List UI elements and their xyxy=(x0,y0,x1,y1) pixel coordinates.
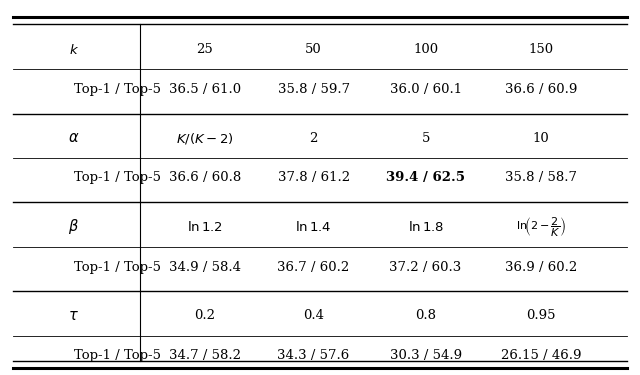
Text: 36.6 / 60.9: 36.6 / 60.9 xyxy=(504,83,577,96)
Text: 35.8 / 58.7: 35.8 / 58.7 xyxy=(505,171,577,184)
Text: 36.6 / 60.8: 36.6 / 60.8 xyxy=(169,171,241,184)
Text: 34.3 / 57.6: 34.3 / 57.6 xyxy=(278,349,349,362)
Text: 100: 100 xyxy=(413,43,438,56)
Text: $K/(K-2)$: $K/(K-2)$ xyxy=(176,130,234,146)
Text: 0.4: 0.4 xyxy=(303,309,324,322)
Text: 0.95: 0.95 xyxy=(526,309,556,322)
Text: 34.7 / 58.2: 34.7 / 58.2 xyxy=(169,349,241,362)
Text: 37.8 / 61.2: 37.8 / 61.2 xyxy=(278,171,349,184)
Text: $\mathrm{ln\,}1.8$: $\mathrm{ln\,}1.8$ xyxy=(408,220,444,234)
Text: 39.4 / 62.5: 39.4 / 62.5 xyxy=(386,171,465,184)
Text: Top-1 / Top-5: Top-1 / Top-5 xyxy=(74,349,161,362)
Text: 150: 150 xyxy=(528,43,554,56)
Text: 2: 2 xyxy=(309,132,318,144)
Text: 10: 10 xyxy=(532,132,549,144)
Text: 5: 5 xyxy=(421,132,430,144)
Text: 37.2 / 60.3: 37.2 / 60.3 xyxy=(390,261,461,273)
Text: 36.9 / 60.2: 36.9 / 60.2 xyxy=(505,261,577,273)
Text: 36.0 / 60.1: 36.0 / 60.1 xyxy=(390,83,461,96)
Text: 25: 25 xyxy=(196,43,213,56)
Text: 36.7 / 60.2: 36.7 / 60.2 xyxy=(278,261,349,273)
Text: $\alpha$: $\alpha$ xyxy=(68,130,79,146)
Text: $\tau$: $\tau$ xyxy=(68,308,79,323)
Text: Top-1 / Top-5: Top-1 / Top-5 xyxy=(74,83,161,96)
Text: 0.8: 0.8 xyxy=(415,309,436,322)
Text: 50: 50 xyxy=(305,43,322,56)
Text: 0.2: 0.2 xyxy=(195,309,215,322)
Text: $\beta$: $\beta$ xyxy=(68,217,79,236)
Text: 26.15 / 46.9: 26.15 / 46.9 xyxy=(500,349,581,362)
Text: Top-1 / Top-5: Top-1 / Top-5 xyxy=(74,171,161,184)
Text: Top-1 / Top-5: Top-1 / Top-5 xyxy=(74,261,161,273)
Text: 30.3 / 54.9: 30.3 / 54.9 xyxy=(390,349,461,362)
Text: 34.9 / 58.4: 34.9 / 58.4 xyxy=(169,261,241,273)
Text: 35.8 / 59.7: 35.8 / 59.7 xyxy=(278,83,349,96)
Text: $\mathrm{ln\,}1.2$: $\mathrm{ln\,}1.2$ xyxy=(187,220,223,234)
Text: $\mathrm{ln\,}1.4$: $\mathrm{ln\,}1.4$ xyxy=(295,220,332,234)
Text: $\mathrm{ln}\!\left(2-\dfrac{2}{K}\right)$: $\mathrm{ln}\!\left(2-\dfrac{2}{K}\right… xyxy=(516,215,566,238)
Text: $k$: $k$ xyxy=(68,42,79,57)
Text: 36.5 / 61.0: 36.5 / 61.0 xyxy=(169,83,241,96)
